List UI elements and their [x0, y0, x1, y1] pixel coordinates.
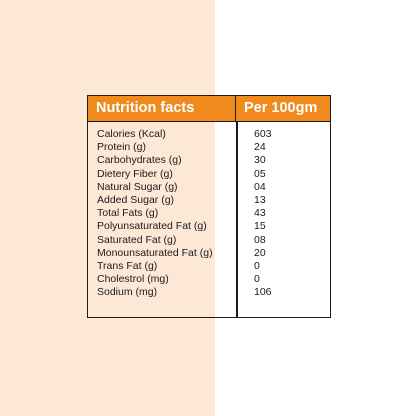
row-value: 0	[254, 273, 260, 286]
row-label: Dietery Fiber (g)	[97, 167, 173, 180]
row-value: 13	[254, 193, 266, 206]
row-label: Protein (g)	[97, 141, 147, 154]
table-body: Calories (Kcal) 603 Protein (g) 24 Carbo…	[88, 122, 330, 317]
table-row: Saturated Fat (g) 08	[88, 234, 330, 247]
row-value: 0	[254, 259, 260, 272]
table-row: Cholestrol (mg) 0	[88, 273, 330, 286]
row-label: Carbohydrates (g)	[97, 154, 182, 167]
row-value: 43	[254, 207, 266, 220]
column-divider	[236, 122, 238, 317]
table-row: Monounsaturated Fat (g) 20	[88, 247, 330, 260]
header-per-100gm: Per 100gm	[244, 100, 318, 116]
row-label: Cholestrol (mg)	[97, 273, 169, 286]
table-row: Added Sugar (g) 13	[88, 194, 330, 207]
table-row: Trans Fat (g) 0	[88, 260, 330, 273]
nutrition-table: Nutrition facts Per 100gm Calories (Kcal…	[87, 95, 331, 318]
table-row: Calories (Kcal) 603	[88, 128, 330, 141]
row-value: 106	[254, 286, 272, 299]
table-row: Carbohydrates (g) 30	[88, 154, 330, 167]
table-row: Natural Sugar (g) 04	[88, 181, 330, 194]
row-value: 05	[254, 167, 266, 180]
left-background-panel	[0, 0, 215, 416]
row-label: Added Sugar (g)	[97, 193, 175, 206]
row-value: 08	[254, 233, 266, 246]
header-nutrition-facts: Nutrition facts	[88, 96, 236, 121]
row-value: 603	[254, 128, 272, 140]
right-background-panel	[215, 0, 416, 416]
row-value: 15	[254, 220, 266, 233]
row-value: 20	[254, 246, 266, 259]
table-header: Nutrition facts Per 100gm	[88, 96, 330, 122]
row-value: 04	[254, 180, 266, 193]
row-label: Trans Fat (g)	[97, 259, 158, 272]
table-row: Dietery Fiber (g) 05	[88, 168, 330, 181]
table-rows: Calories (Kcal) 603 Protein (g) 24 Carbo…	[88, 128, 330, 299]
row-label: Calories (Kcal)	[97, 128, 166, 140]
table-row: Total Fats (g) 43	[88, 207, 330, 220]
table-row: Sodium (mg) 106	[88, 286, 330, 299]
table-row: Protein (g) 24	[88, 141, 330, 154]
row-value: 24	[254, 141, 266, 154]
row-label: Monounsaturated Fat (g)	[97, 246, 213, 259]
table-row: Polyunsaturated Fat (g) 15	[88, 220, 330, 233]
row-label: Natural Sugar (g)	[97, 180, 178, 193]
row-value: 30	[254, 154, 266, 167]
row-label: Saturated Fat (g)	[97, 233, 177, 246]
row-label: Sodium (mg)	[97, 286, 158, 299]
row-label: Total Fats (g)	[97, 207, 159, 220]
row-label: Polyunsaturated Fat (g)	[97, 220, 207, 233]
